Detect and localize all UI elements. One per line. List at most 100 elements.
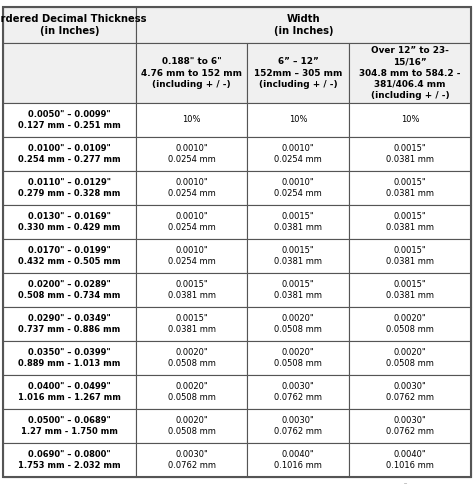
- Text: Over 12” to 23-
15/16”
304.8 mm to 584.2 -
381/406.4 mm
(including + / -): Over 12” to 23- 15/16” 304.8 mm to 584.2…: [359, 45, 461, 100]
- Text: 0.0020"
0.0508 mm: 0.0020" 0.0508 mm: [386, 348, 434, 368]
- Text: 0.0290" – 0.0349"
0.737 mm - 0.886 mm: 0.0290" – 0.0349" 0.737 mm - 0.886 mm: [18, 314, 120, 334]
- Text: 0.0020"
0.0508 mm: 0.0020" 0.0508 mm: [168, 416, 216, 437]
- Text: 10%: 10%: [401, 116, 419, 124]
- Text: 0.0015"
0.0381 mm: 0.0015" 0.0381 mm: [386, 280, 434, 301]
- Text: 0.0050" – 0.0099"
0.127 mm - 0.251 mm: 0.0050" – 0.0099" 0.127 mm - 0.251 mm: [18, 109, 121, 130]
- Bar: [349, 443, 471, 477]
- Bar: [349, 273, 471, 307]
- Text: 0.0110" – 0.0129"
0.279 mm - 0.328 mm: 0.0110" – 0.0129" 0.279 mm - 0.328 mm: [18, 178, 121, 198]
- Text: ©2014 ChinaSavvy: ©2014 ChinaSavvy: [402, 483, 470, 484]
- Bar: [349, 307, 471, 341]
- Text: 0.0030"
0.0762 mm: 0.0030" 0.0762 mm: [386, 416, 434, 437]
- Bar: [349, 341, 471, 375]
- Bar: [349, 43, 471, 103]
- Bar: [136, 205, 247, 239]
- Text: 0.0015"
0.0381 mm: 0.0015" 0.0381 mm: [274, 280, 322, 301]
- Text: 0.0015"
0.0381 mm: 0.0015" 0.0381 mm: [386, 178, 434, 198]
- Bar: [247, 103, 349, 137]
- Text: 0.188" to 6"
4.76 mm to 152 mm
(including + / -): 0.188" to 6" 4.76 mm to 152 mm (includin…: [141, 57, 242, 89]
- Text: 0.0010"
0.0254 mm: 0.0010" 0.0254 mm: [168, 178, 216, 198]
- Text: Width
(in Inches): Width (in Inches): [273, 14, 333, 36]
- Bar: [3, 409, 136, 443]
- Bar: [247, 409, 349, 443]
- Text: 0.0010"
0.0254 mm: 0.0010" 0.0254 mm: [274, 178, 322, 198]
- Bar: [136, 103, 247, 137]
- Bar: [3, 341, 136, 375]
- Text: 0.0020"
0.0508 mm: 0.0020" 0.0508 mm: [274, 348, 322, 368]
- Text: 0.0030"
0.0762 mm: 0.0030" 0.0762 mm: [386, 381, 434, 402]
- Bar: [3, 43, 136, 103]
- Bar: [349, 103, 471, 137]
- Text: 0.0010"
0.0254 mm: 0.0010" 0.0254 mm: [168, 144, 216, 165]
- Text: 0.0015"
0.0381 mm: 0.0015" 0.0381 mm: [274, 212, 322, 232]
- Text: 0.0015"
0.0381 mm: 0.0015" 0.0381 mm: [168, 280, 216, 301]
- Bar: [247, 307, 349, 341]
- Bar: [136, 375, 247, 409]
- Bar: [3, 273, 136, 307]
- Bar: [136, 443, 247, 477]
- Text: 0.0200" – 0.0289"
0.508 mm - 0.734 mm: 0.0200" – 0.0289" 0.508 mm - 0.734 mm: [18, 280, 121, 301]
- Bar: [247, 273, 349, 307]
- Bar: [3, 7, 136, 43]
- Bar: [349, 171, 471, 205]
- Text: 0.0400" – 0.0499"
1.016 mm - 1.267 mm: 0.0400" – 0.0499" 1.016 mm - 1.267 mm: [18, 381, 121, 402]
- Text: Ordered Decimal Thickness
(in Inches): Ordered Decimal Thickness (in Inches): [0, 14, 147, 36]
- Bar: [247, 205, 349, 239]
- Bar: [136, 273, 247, 307]
- Bar: [3, 307, 136, 341]
- Bar: [136, 341, 247, 375]
- Text: 0.0015"
0.0381 mm: 0.0015" 0.0381 mm: [386, 144, 434, 165]
- Text: 10%: 10%: [182, 116, 201, 124]
- Bar: [349, 137, 471, 171]
- Text: 0.0030"
0.0762 mm: 0.0030" 0.0762 mm: [274, 381, 322, 402]
- Bar: [136, 43, 247, 103]
- Bar: [136, 409, 247, 443]
- Bar: [136, 171, 247, 205]
- Bar: [247, 443, 349, 477]
- Text: 0.0010"
0.0254 mm: 0.0010" 0.0254 mm: [168, 212, 216, 232]
- Text: 0.0010"
0.0254 mm: 0.0010" 0.0254 mm: [168, 245, 216, 266]
- Text: 0.0010"
0.0254 mm: 0.0010" 0.0254 mm: [274, 144, 322, 165]
- Text: 0.0015"
0.0381 mm: 0.0015" 0.0381 mm: [274, 245, 322, 266]
- Text: 0.0015"
0.0381 mm: 0.0015" 0.0381 mm: [386, 245, 434, 266]
- Text: 10%: 10%: [289, 116, 308, 124]
- Text: 0.0020"
0.0508 mm: 0.0020" 0.0508 mm: [386, 314, 434, 334]
- Text: 0.0030"
0.0762 mm: 0.0030" 0.0762 mm: [168, 450, 216, 470]
- Bar: [247, 43, 349, 103]
- Bar: [349, 409, 471, 443]
- Bar: [3, 375, 136, 409]
- Text: 0.0020"
0.0508 mm: 0.0020" 0.0508 mm: [168, 381, 216, 402]
- Text: 0.0130" – 0.0169"
0.330 mm - 0.429 mm: 0.0130" – 0.0169" 0.330 mm - 0.429 mm: [18, 212, 121, 232]
- Bar: [3, 137, 136, 171]
- Bar: [349, 375, 471, 409]
- Bar: [247, 341, 349, 375]
- Text: 0.0040"
0.1016 mm: 0.0040" 0.1016 mm: [274, 450, 322, 470]
- Text: 0.0020"
0.0508 mm: 0.0020" 0.0508 mm: [274, 314, 322, 334]
- Bar: [136, 137, 247, 171]
- Bar: [349, 205, 471, 239]
- Text: 0.0020"
0.0508 mm: 0.0020" 0.0508 mm: [168, 348, 216, 368]
- Text: 0.0030"
0.0762 mm: 0.0030" 0.0762 mm: [274, 416, 322, 437]
- Text: 0.0015"
0.0381 mm: 0.0015" 0.0381 mm: [168, 314, 216, 334]
- Bar: [349, 239, 471, 273]
- Bar: [136, 7, 471, 43]
- Text: 0.0350" – 0.0399"
0.889 mm - 1.013 mm: 0.0350" – 0.0399" 0.889 mm - 1.013 mm: [18, 348, 121, 368]
- Text: 6” – 12”
152mm – 305 mm
(including + / -): 6” – 12” 152mm – 305 mm (including + / -…: [254, 57, 343, 89]
- Bar: [247, 171, 349, 205]
- Bar: [3, 239, 136, 273]
- Bar: [247, 239, 349, 273]
- Text: 0.0170" – 0.0199"
0.432 mm - 0.505 mm: 0.0170" – 0.0199" 0.432 mm - 0.505 mm: [18, 245, 121, 266]
- Bar: [136, 239, 247, 273]
- Text: 0.0040"
0.1016 mm: 0.0040" 0.1016 mm: [386, 450, 434, 470]
- Bar: [3, 171, 136, 205]
- Bar: [3, 103, 136, 137]
- Bar: [136, 307, 247, 341]
- Bar: [3, 205, 136, 239]
- Text: 0.0100" – 0.0109"
0.254 mm - 0.277 mm: 0.0100" – 0.0109" 0.254 mm - 0.277 mm: [18, 144, 121, 165]
- Text: 0.0015"
0.0381 mm: 0.0015" 0.0381 mm: [386, 212, 434, 232]
- Bar: [3, 443, 136, 477]
- Bar: [247, 137, 349, 171]
- Bar: [247, 375, 349, 409]
- Text: 0.0690" – 0.0800"
1.753 mm - 2.032 mm: 0.0690" – 0.0800" 1.753 mm - 2.032 mm: [18, 450, 121, 470]
- Text: 0.0500" – 0.0689"
1.27 mm - 1.750 mm: 0.0500" – 0.0689" 1.27 mm - 1.750 mm: [21, 416, 118, 437]
